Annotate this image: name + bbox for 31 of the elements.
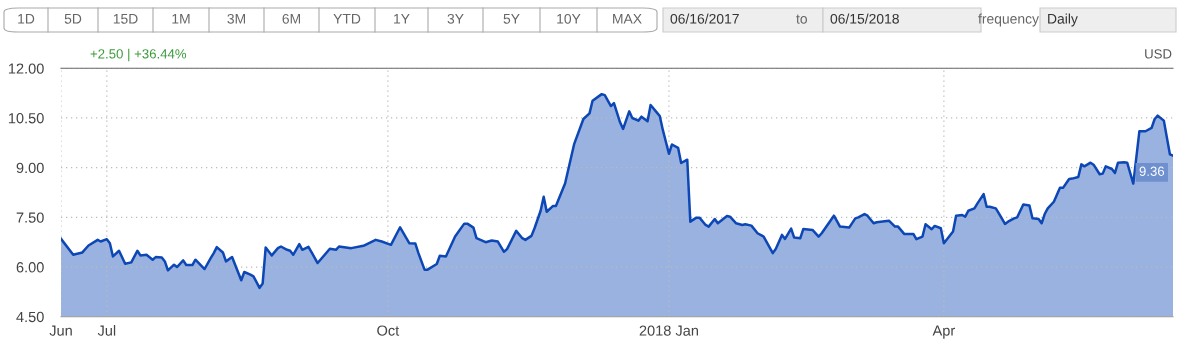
y-tick-label: 7.50 [16, 212, 44, 223]
text: 06/15/2018 [830, 13, 899, 24]
text: to [796, 14, 807, 24]
x-tick-label: Apr [932, 325, 955, 339]
text: 10Y [557, 13, 581, 24]
text: 3Y [447, 13, 464, 24]
y-tick-label: 4.50 [16, 311, 44, 323]
y-axis-title: USD [1145, 49, 1172, 59]
y-tick-label: 10.50 [8, 113, 44, 124]
text: 5Y [503, 14, 520, 24]
text: 3M [227, 13, 246, 24]
x-tick-label: Jul [97, 325, 116, 336]
text: YTD [333, 14, 361, 24]
text: 1D [18, 14, 35, 24]
x-tick-label: Jun [49, 325, 72, 336]
annotation: 9.36 [1139, 166, 1165, 176]
chart-subtitle: +2.50 | +36.44% [90, 48, 187, 62]
y-tick-label: 12.00 [8, 63, 44, 74]
text: 1Y [394, 14, 410, 24]
x-tick-label: 2018 Jan [639, 325, 698, 336]
text: 5D [64, 14, 82, 24]
y-tick-label: 6.00 [16, 262, 44, 273]
text: frequency [978, 13, 1039, 27]
text: MAX [613, 14, 642, 24]
y-tick-label: 9.00 [16, 162, 44, 174]
text: 1M [172, 14, 190, 24]
x-tick-label: Oct [377, 325, 400, 336]
text: 06/16/2017 [670, 13, 739, 24]
text: 15D [113, 14, 138, 24]
text: 6M [282, 13, 301, 24]
text: Daily [1048, 13, 1078, 27]
